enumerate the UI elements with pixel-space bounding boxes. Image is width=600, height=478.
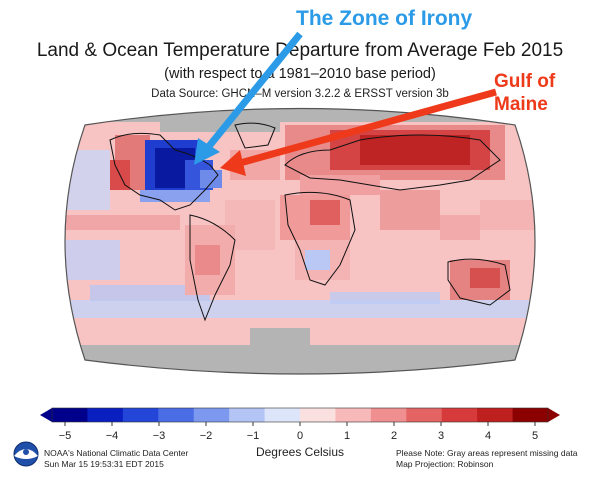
map-field [65,108,535,374]
colorbar-cell [87,408,124,422]
colorbar-cell [300,408,336,422]
data-source: Data Source: GHCN–M version 3.2.2 & ERSS… [151,88,449,100]
coastlines [109,122,511,322]
colorbar-min-arrow [40,408,52,422]
colorbar-cell [158,408,195,422]
map-title: Land & Ocean Temperature Departure from … [36,40,564,61]
colorbar-tick-label: 5 [531,430,539,442]
southern-ocean-cool [65,300,535,318]
colorbar-tick-label: −5 [58,430,72,442]
irony-arrow [194,31,303,165]
globe-outline [64,107,536,375]
colorbar-cell [193,408,230,422]
colorbar-tick-label: 2 [390,430,398,442]
colorbar-tick-label: 4 [484,430,492,442]
colorbar-cell [477,408,514,422]
generated-timestamp: Sun Mar 15 19:53:31 EDT 2015 [44,459,164,469]
map-subtitle: (with respect to a 1981–2010 base period… [164,66,436,82]
north-america-coast [109,132,219,211]
colorbar-cell [441,408,478,422]
colorbar-cell [229,408,266,422]
australia-coast [447,258,511,306]
colorbar-tick-label: 1 [343,430,351,442]
colorbar-cell [122,408,159,422]
colorbar-tick-label: −3 [152,430,166,442]
noaa-logo-icon [13,441,39,467]
colorbar-cell [52,408,88,422]
missing-data-patch [250,328,310,348]
gulf-of-maine-line2: Maine [494,94,548,115]
zone-of-irony-label: The Zone of Irony [296,7,473,30]
colorbar [40,407,560,426]
colorbar-tick-label: −2 [199,430,213,442]
missing-data-antarctic [65,345,535,374]
map-notes: Please Note: Gray areas represent missin… [396,448,577,470]
eurasia-coast [284,134,501,191]
colorbar-tick-label: 3 [437,430,445,442]
colorbar-cell [370,408,407,422]
colorbar-cell [264,408,301,422]
south-america-coast [189,214,236,322]
colorbar-max-arrow [548,408,560,422]
projection-note: Map Projection: Robinson [396,459,494,469]
colorbar-tick-label: −1 [246,430,260,442]
greenland-coast [234,122,276,149]
organization-info: NOAA's National Climatic Data Center Sun… [44,448,188,470]
colorbar-cell [512,408,549,422]
gulf-arrow [220,88,497,176]
gulf-of-maine-line1: Gulf of [494,71,556,92]
missing-data-note: Please Note: Gray areas represent missin… [396,448,578,458]
colorbar-cell [335,408,372,422]
gulf-of-maine-label: Gulf of Maine [494,70,594,116]
org-name: NOAA's National Climatic Data Center [44,448,189,458]
colorbar-tick-label: 0 [296,430,304,442]
missing-data-greenland [160,118,280,132]
colorbar-tick-label: −4 [105,430,119,442]
africa-coast [284,191,356,286]
colorbar-cell [406,408,443,422]
colorbar-unit: Degrees Celsius [255,445,345,459]
